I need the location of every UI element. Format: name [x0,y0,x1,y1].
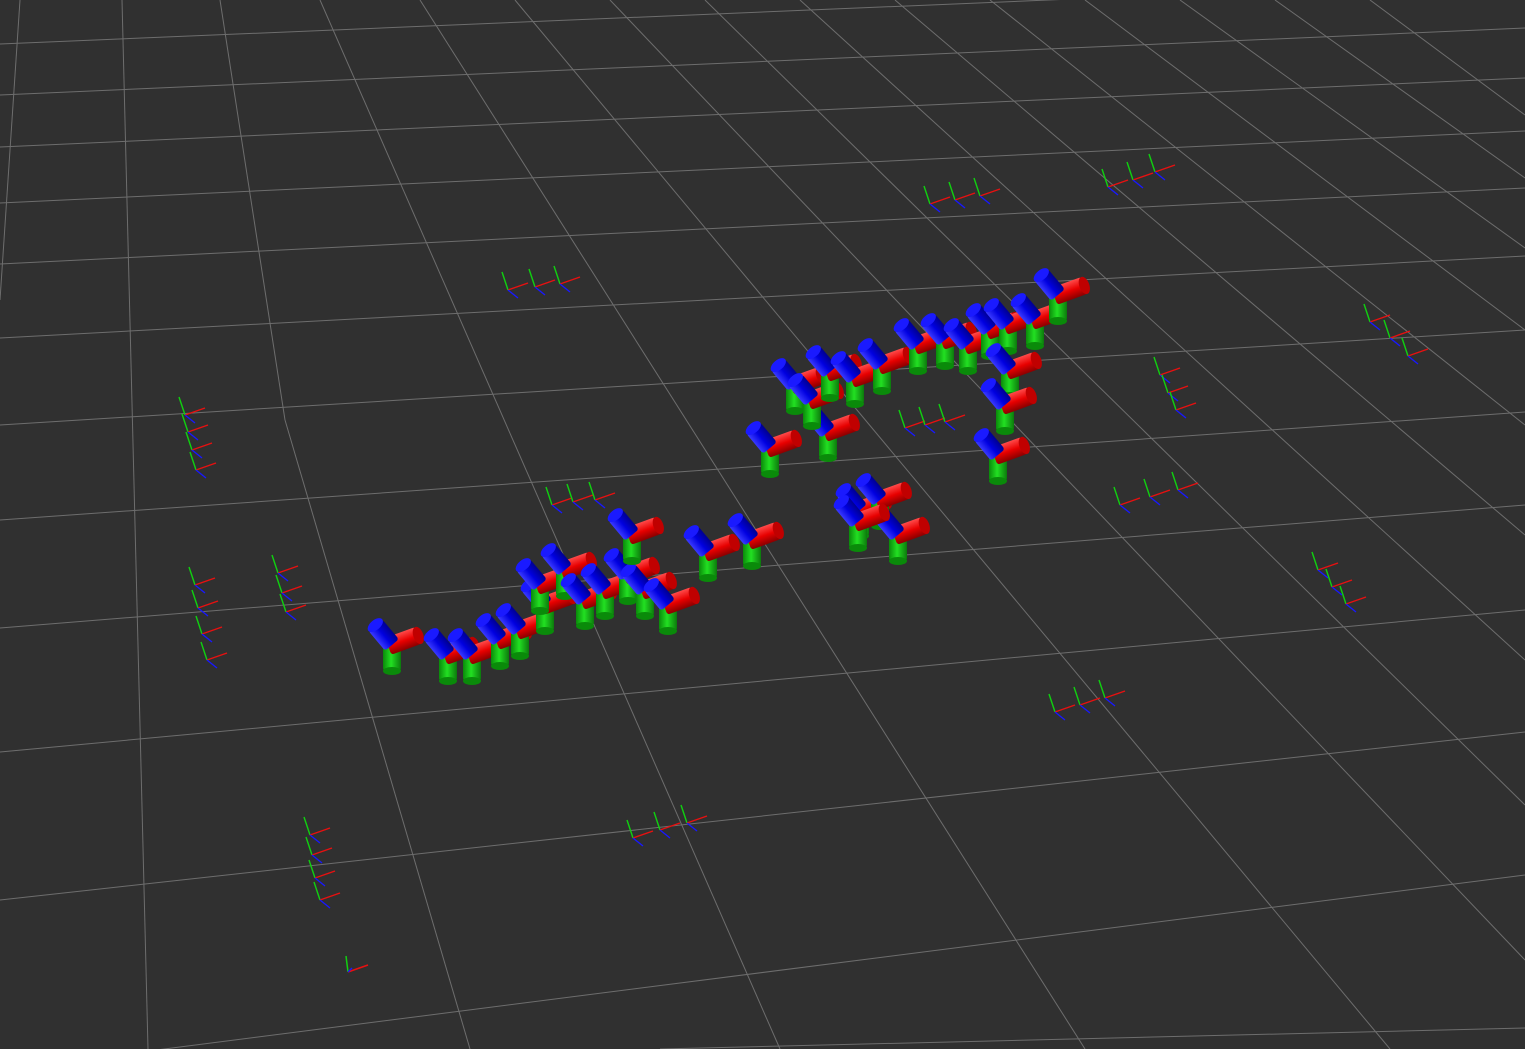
origin-axes-icon [345,955,369,973]
cylinder-markers [365,265,1093,685]
tf-frames [178,153,1429,909]
